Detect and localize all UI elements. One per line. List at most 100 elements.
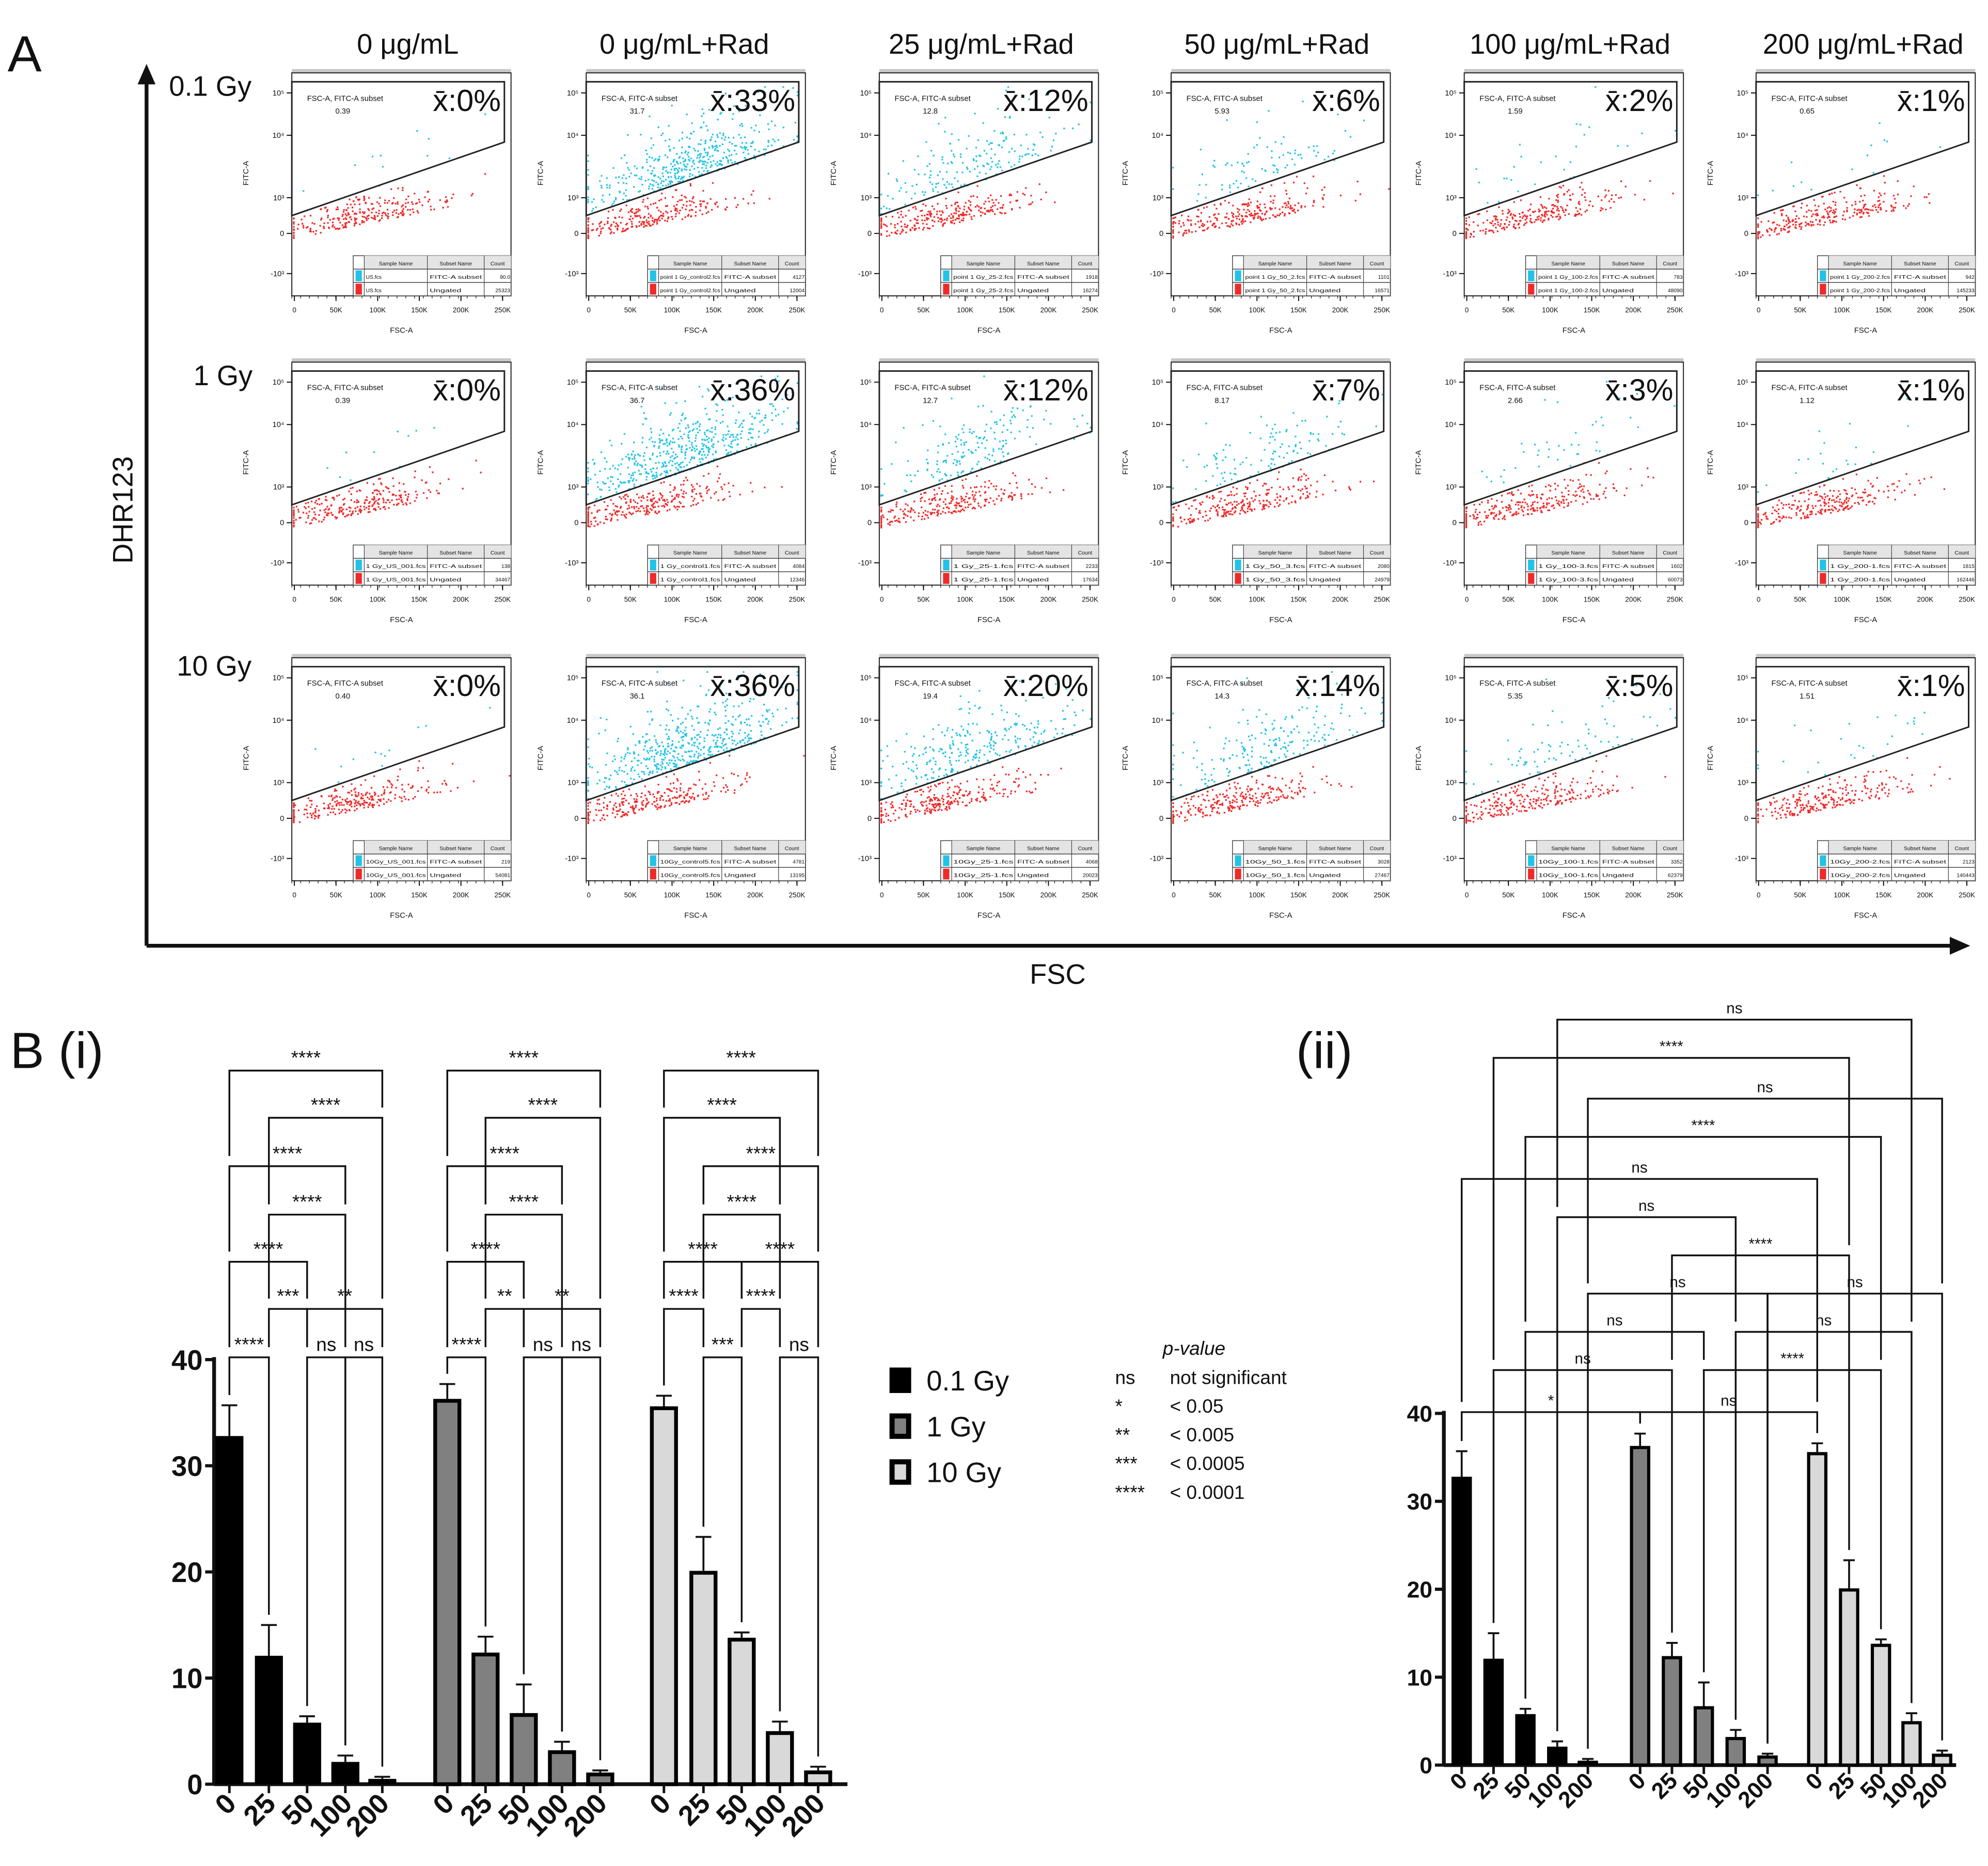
event-dot-gated	[926, 469, 928, 471]
event-dot-ungated	[941, 490, 943, 492]
event-dot-gated	[1003, 424, 1005, 426]
event-dot-ungated	[1283, 182, 1286, 184]
event-dot-ungated	[629, 499, 632, 501]
event-dot-gated	[702, 161, 704, 163]
event-dot-ungated	[952, 511, 954, 513]
event-dot-ungated	[1297, 478, 1300, 480]
event-dot-ungated	[1247, 488, 1249, 491]
event-dot-gated	[1268, 110, 1270, 112]
event-dot-ungated	[1251, 509, 1253, 511]
event-dot-gated	[698, 425, 701, 428]
event-dot-ungated	[1188, 229, 1190, 231]
event-dot-gated	[702, 458, 704, 461]
event-dot-ungated	[1551, 210, 1553, 212]
event-dot-ungated	[922, 223, 924, 225]
event-dot-ungated	[921, 506, 923, 509]
event-dot-ungated	[960, 496, 963, 498]
mean-percentage-label: x̄:0%	[433, 83, 501, 118]
event-dot-gated	[696, 448, 698, 450]
event-dot-ungated	[1292, 210, 1295, 212]
event-dot-gated	[722, 414, 724, 416]
event-dot-ungated	[895, 503, 897, 505]
event-dot-gated	[731, 440, 733, 443]
plot-frame-topbar	[1756, 69, 1976, 73]
event-dot-ungated	[371, 208, 373, 210]
event-dot-gated	[981, 442, 983, 445]
event-dot-gated	[649, 165, 652, 167]
event-dot-ungated	[917, 219, 919, 222]
event-dot-ungated	[377, 499, 380, 501]
event-dot-gated	[1309, 432, 1312, 434]
event-dot-ungated	[324, 499, 327, 501]
event-dot-gated	[960, 444, 963, 446]
event-dot-ungated	[677, 200, 679, 202]
event-dot-gated	[1313, 145, 1315, 147]
event-dot-gated	[712, 453, 714, 455]
event-dot-gated	[704, 143, 706, 145]
event-dot-gated	[736, 163, 739, 165]
event-dot-gated	[1325, 445, 1327, 447]
event-dot-ungated	[416, 494, 418, 496]
event-dot-gated	[1172, 487, 1174, 489]
event-dot-ungated	[1841, 218, 1844, 220]
event-dot-ungated	[642, 507, 645, 509]
event-dot-gated	[699, 461, 701, 463]
event-dot-ungated	[623, 230, 625, 232]
event-dot-ungated	[1557, 194, 1559, 196]
event-dot-gated	[711, 438, 713, 440]
event-dot-ungated	[379, 219, 381, 221]
gate-percentage: 0.39	[335, 397, 350, 405]
event-dot-ungated	[402, 211, 404, 213]
event-dot-ungated	[951, 500, 953, 502]
event-dot-gated	[681, 176, 683, 178]
event-dot-gated	[1086, 422, 1088, 425]
event-dot-gated	[728, 154, 731, 157]
event-dot-ungated	[1865, 203, 1867, 205]
event-dot-gated	[606, 461, 608, 463]
event-dot-gated	[674, 164, 676, 166]
y-axis-label-fitc-a: FITC-A	[1707, 161, 1715, 186]
event-dot-ungated	[664, 500, 666, 502]
event-dot-gated	[744, 157, 746, 159]
event-dot-ungated	[424, 482, 427, 484]
event-dot-gated	[753, 417, 755, 419]
event-dot-ungated	[414, 470, 416, 472]
event-dot-gated	[941, 159, 943, 161]
event-dot-ungated	[1191, 519, 1193, 521]
event-dot-ungated	[1835, 220, 1837, 223]
event-dot-gated	[652, 170, 654, 172]
event-dot-ungated	[604, 509, 607, 511]
event-dot-gated	[674, 463, 676, 465]
event-dot-ungated	[1812, 224, 1815, 226]
event-dot-ungated	[1559, 215, 1561, 218]
event-dot-gated	[661, 439, 664, 441]
event-dot-gated	[767, 429, 769, 431]
event-dot-ungated	[971, 218, 973, 220]
event-dot-ungated	[622, 230, 624, 232]
event-dot-gated	[733, 137, 735, 139]
event-dot-ungated	[1568, 189, 1570, 191]
event-dot-gated	[748, 432, 750, 434]
event-dot-ungated	[929, 210, 932, 213]
event-dot-gated	[619, 481, 622, 483]
event-dot-gated	[692, 131, 695, 133]
event-dot-ungated	[1810, 225, 1812, 227]
event-dot-gated	[955, 464, 957, 466]
event-dot-ungated	[1495, 216, 1497, 218]
event-dot-ungated	[1268, 501, 1271, 503]
event-dot-gated	[627, 457, 629, 459]
event-dot-ungated	[920, 500, 922, 502]
event-dot-gated	[743, 420, 745, 422]
event-dot-ungated	[989, 497, 991, 499]
event-dot-ungated	[1287, 486, 1289, 488]
event-dot-ungated	[701, 496, 703, 498]
event-dot-ungated	[357, 198, 359, 201]
event-dot-ungated	[336, 495, 338, 497]
event-dot-ungated	[1564, 214, 1566, 216]
event-dot-ungated	[1195, 508, 1197, 510]
event-dot-ungated	[1815, 213, 1817, 216]
event-dot-gated	[990, 157, 992, 159]
mean-percentage-label: x̄:7%	[1312, 372, 1380, 407]
event-dot-ungated	[432, 471, 434, 473]
